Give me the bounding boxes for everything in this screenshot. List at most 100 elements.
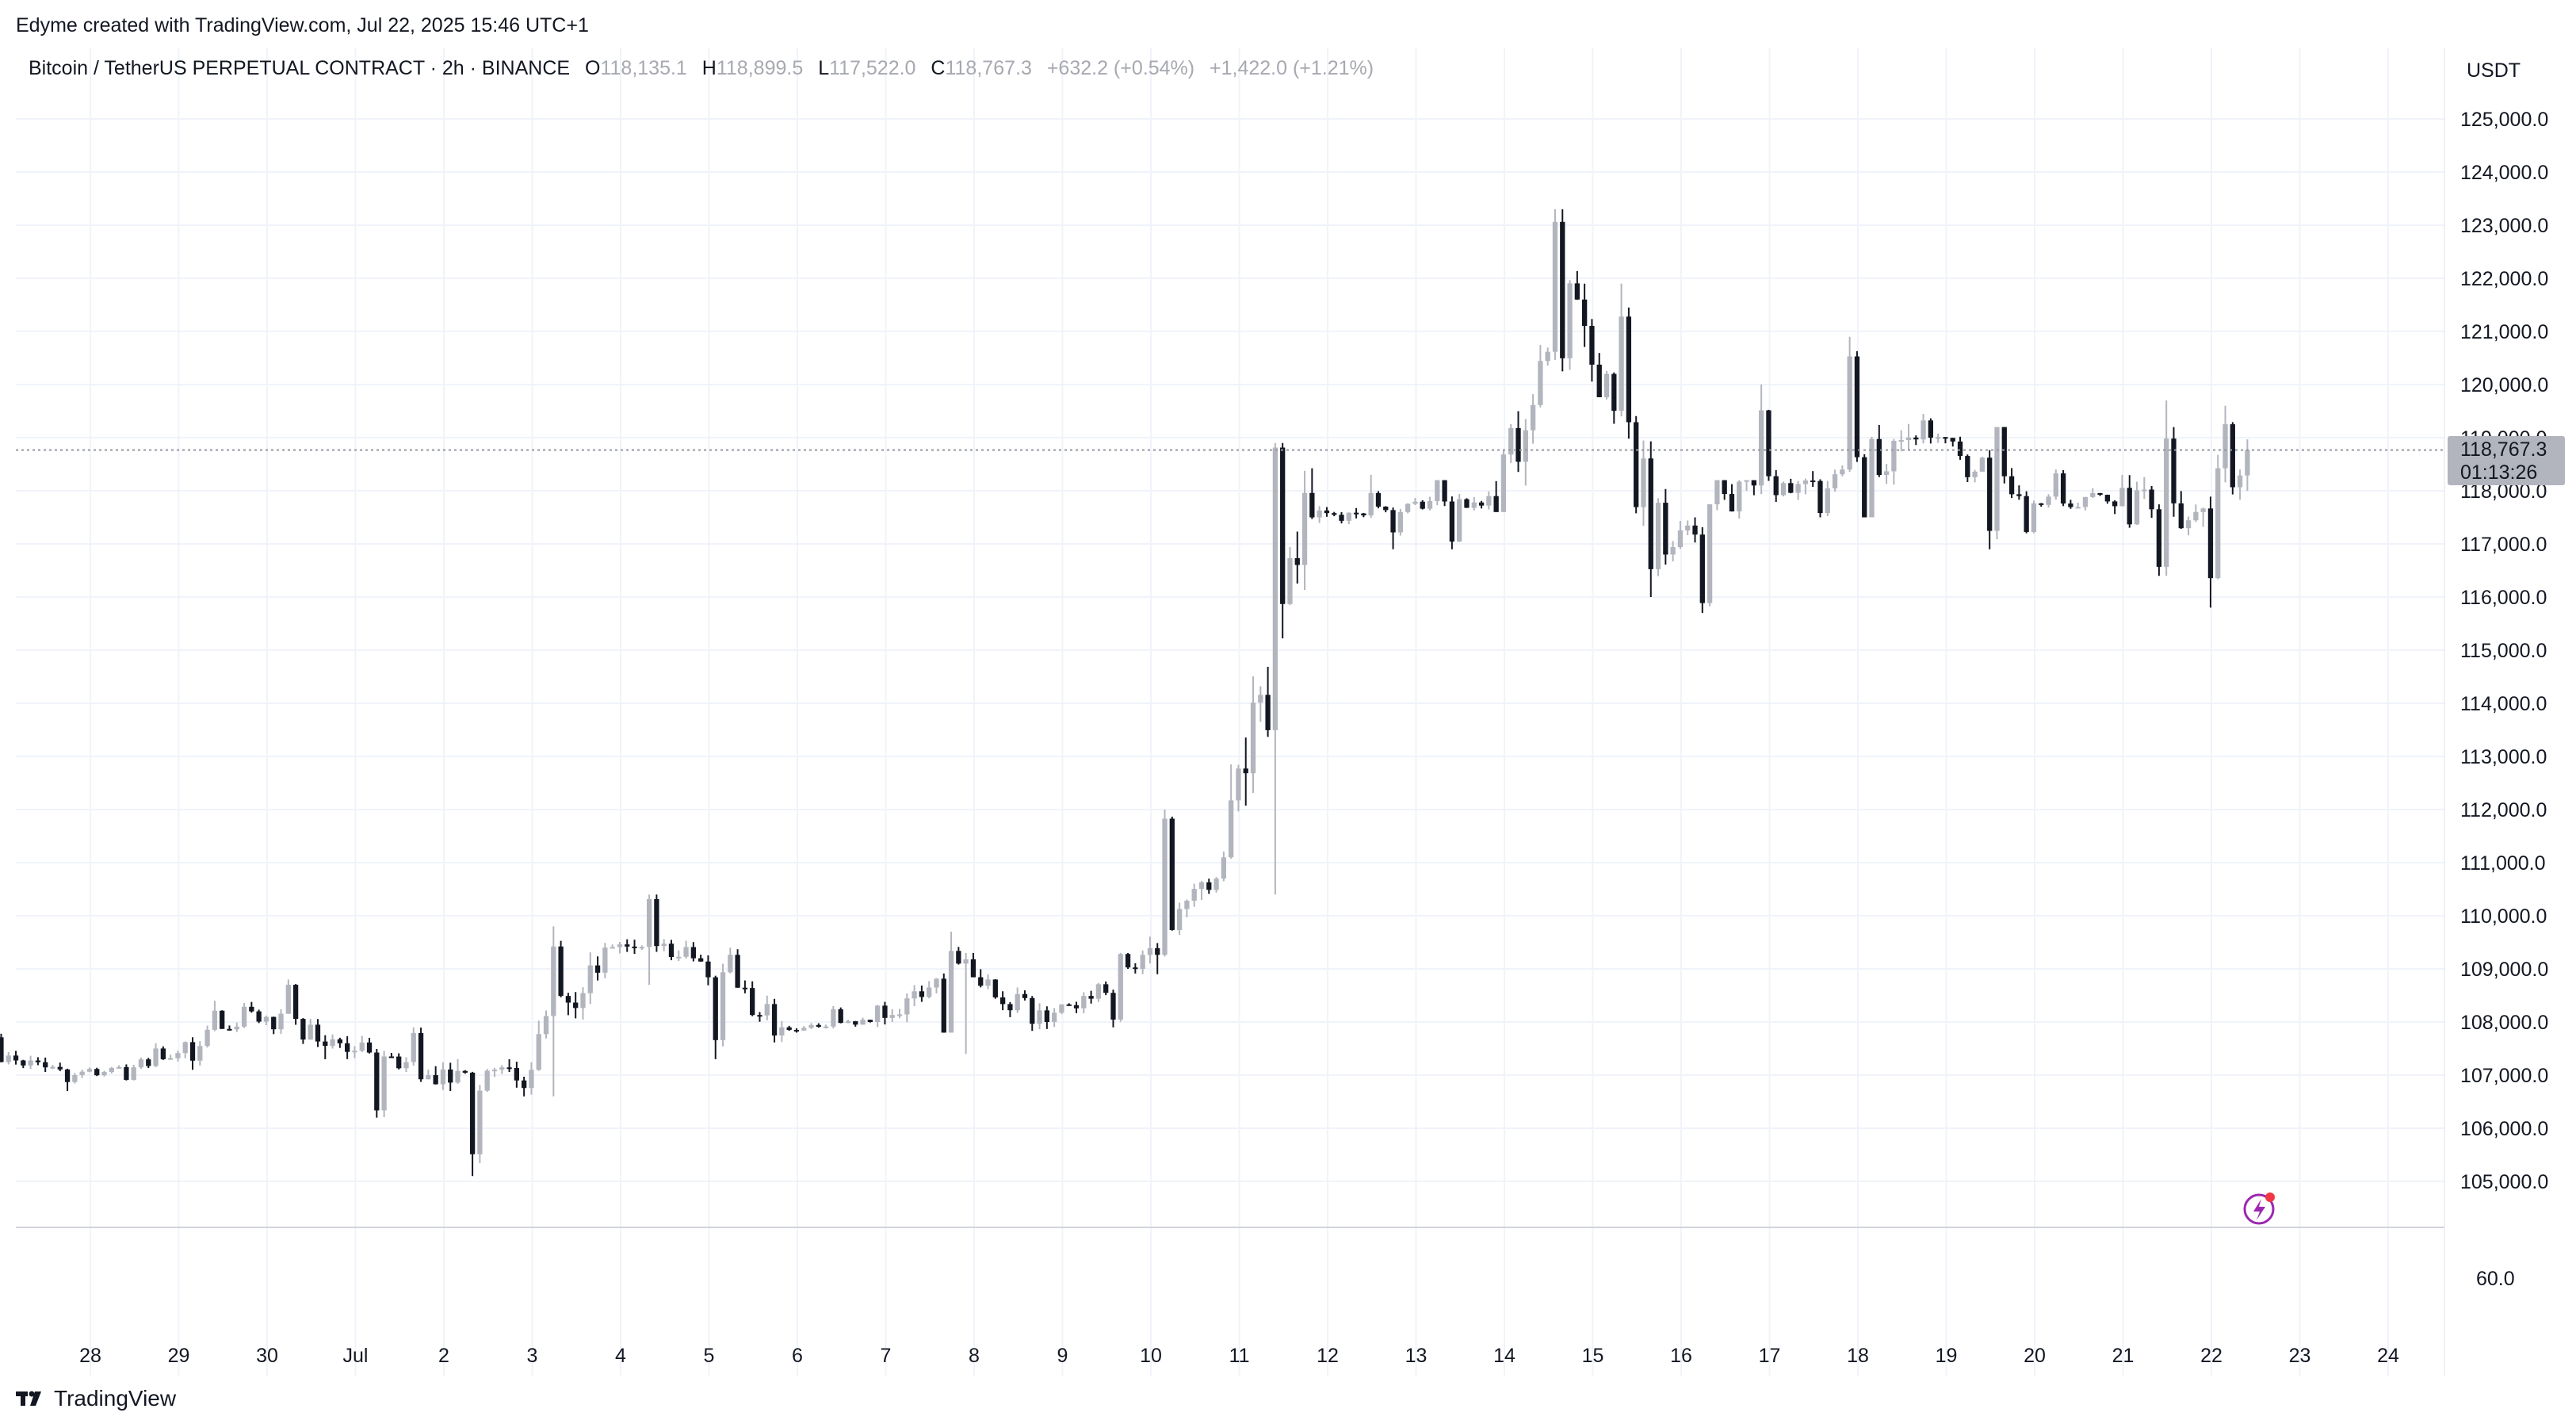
candle	[927, 981, 932, 999]
candle	[1500, 450, 1507, 512]
time-tick: 5	[704, 1345, 715, 1367]
candle	[1427, 496, 1433, 511]
time-tick: 15	[1582, 1345, 1604, 1367]
candle	[220, 1010, 225, 1029]
candle	[278, 1009, 284, 1034]
candle	[448, 1062, 453, 1091]
price-axis[interactable]: 125,000.0 124,000.0 123,000.0 122,000.0 121,…	[2460, 109, 2548, 1193]
candle	[57, 1062, 63, 1071]
candle	[1795, 480, 1801, 500]
candle	[506, 1058, 512, 1073]
candle	[352, 1046, 357, 1058]
candle	[1876, 425, 1882, 477]
candle	[1560, 209, 1565, 372]
candle	[705, 955, 711, 986]
candle	[1280, 442, 1286, 639]
candle	[1390, 507, 1396, 549]
change-value-2: +1,422.0 (+1.21%)	[1210, 57, 1374, 79]
candle	[1229, 764, 1234, 859]
symbol-legend[interactable]: Bitcoin / TetherUS PERPETUAL CONTRACT · …	[29, 57, 1374, 80]
candle	[1883, 464, 1890, 484]
flash-alert-icon[interactable]	[2243, 1192, 2275, 1225]
candle	[558, 940, 564, 997]
candle	[124, 1064, 129, 1081]
candle	[1044, 1006, 1049, 1029]
candle	[654, 894, 659, 952]
candle	[1361, 512, 1366, 518]
candle	[1435, 480, 1440, 506]
candle	[1493, 480, 1499, 512]
candle	[300, 1018, 306, 1044]
candle	[912, 985, 917, 1007]
time-tick: 18	[1847, 1345, 1869, 1367]
candle	[109, 1066, 114, 1074]
candle	[227, 1025, 232, 1031]
candle	[978, 969, 984, 988]
candle	[1921, 414, 1926, 444]
candle	[426, 1070, 431, 1080]
candle	[21, 1059, 26, 1069]
candle	[1317, 506, 1322, 523]
time-axis[interactable]: 28 29 30 Jul 2 3 4 5 6 7 8 9 10 11 12 13 14 15 16 17 18 19 20 2…	[79, 1345, 2399, 1367]
candle	[2031, 500, 2037, 534]
candle	[1589, 319, 1595, 382]
candle	[941, 973, 946, 1033]
candle	[138, 1057, 144, 1070]
candle	[1346, 512, 1351, 525]
candle	[234, 1022, 239, 1032]
candle	[661, 939, 667, 951]
candle	[433, 1066, 438, 1085]
candle	[587, 952, 593, 1005]
candle	[2193, 504, 2199, 523]
time-tick: 23	[2289, 1345, 2311, 1367]
candle	[1162, 810, 1168, 957]
candle	[1243, 737, 1248, 806]
candle	[845, 1020, 851, 1024]
candle	[1420, 500, 1425, 510]
candle	[396, 1053, 402, 1070]
candle	[50, 1065, 55, 1070]
time-tick: 13	[1405, 1345, 1428, 1367]
candle	[64, 1068, 71, 1092]
candle	[1523, 419, 1528, 486]
candle	[175, 1051, 181, 1062]
candle	[1442, 480, 1447, 507]
candle	[440, 1062, 446, 1090]
candle	[285, 979, 291, 1014]
last-price-label: 118,767.3	[2460, 438, 2547, 461]
candle	[1110, 990, 1116, 1028]
candle	[1457, 493, 1462, 542]
candle	[359, 1035, 365, 1053]
currency-label[interactable]: USDT	[2467, 59, 2521, 82]
candle	[1685, 520, 1691, 535]
candle	[1339, 511, 1344, 524]
candle	[1095, 982, 1102, 1002]
time-tick: 28	[79, 1345, 101, 1367]
candle	[875, 1005, 881, 1028]
tradingview-logo[interactable]: TradingView	[16, 1386, 176, 1411]
candle	[403, 1057, 409, 1073]
candle	[1258, 686, 1263, 722]
candle	[602, 943, 608, 978]
time-tick: 6	[792, 1345, 803, 1367]
candle	[1198, 881, 1205, 901]
candle	[919, 986, 925, 1002]
candle	[189, 1037, 196, 1070]
time-tick: 2	[438, 1345, 449, 1367]
candle	[793, 1028, 800, 1033]
price-tick: 115,000.0	[2460, 640, 2547, 662]
candle	[1802, 478, 1809, 495]
candle	[750, 981, 755, 1016]
candle	[72, 1073, 78, 1084]
candle	[2039, 503, 2044, 507]
time-tick: 14	[1493, 1345, 1515, 1367]
candle	[992, 979, 998, 999]
symbol-title[interactable]: Bitcoin / TetherUS PERPETUAL CONTRACT · …	[29, 57, 571, 79]
candle	[1957, 436, 1963, 460]
candle	[934, 978, 939, 993]
candle	[1030, 996, 1035, 1032]
candle	[1634, 415, 1639, 514]
candle	[1619, 283, 1624, 417]
high-value: 118,899.5	[716, 57, 804, 79]
